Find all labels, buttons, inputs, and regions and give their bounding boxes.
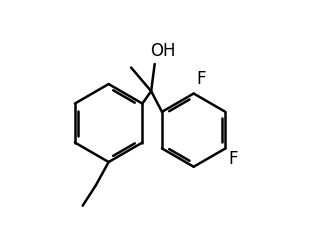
Text: OH: OH [150,42,175,60]
Text: F: F [228,150,238,168]
Text: F: F [196,70,205,88]
